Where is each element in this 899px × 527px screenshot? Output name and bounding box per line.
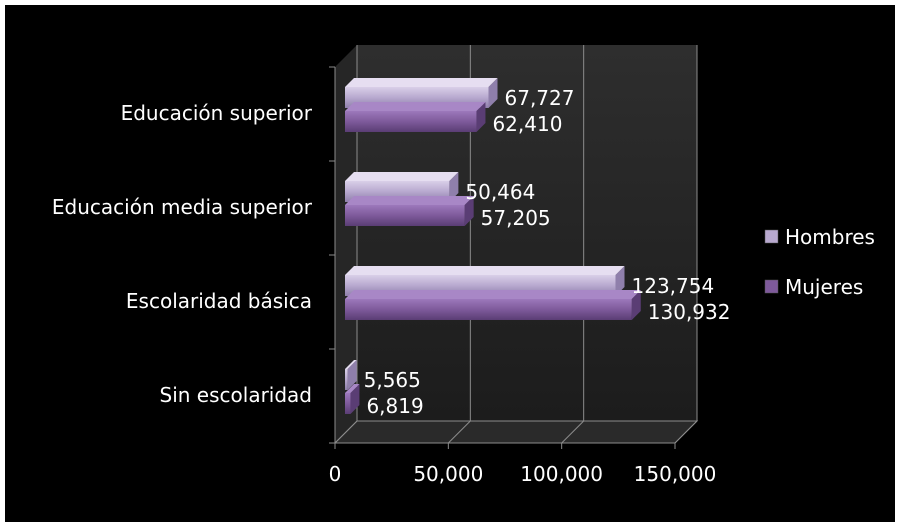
category-label-0: Sin escolaridad — [160, 383, 312, 407]
bar-mujeres-2-top — [345, 196, 474, 205]
bar-hombres-3-side — [488, 78, 498, 108]
plot-side-wall — [335, 45, 357, 443]
legend-label-0: Hombres — [785, 225, 875, 249]
bar-hombres-0 — [345, 369, 348, 390]
value-label-hombres-1: 123,754 — [632, 274, 715, 298]
legend-label-1: Mujeres — [785, 275, 863, 299]
gridline-floor-0 — [334, 420, 358, 444]
bar-hombres-1-side — [615, 266, 625, 296]
bar-chart: 0 50,000 100,000 150,000 Sin escolaridad 5,5… — [52, 45, 875, 486]
bar-hombres-0-top — [345, 360, 357, 369]
value-label-hombres-0: 5,565 — [364, 368, 421, 392]
x-tick-label-3: 150,000 — [634, 462, 717, 486]
x-tick-label-2: 100,000 — [520, 462, 603, 486]
plot-back-wall — [357, 45, 697, 421]
bar-mujeres-3-top — [345, 102, 486, 111]
bar-mujeres-3 — [345, 111, 477, 132]
x-tick-label-0: 0 — [329, 462, 342, 486]
bar-mujeres-1 — [345, 299, 632, 320]
bar-mujeres-2 — [345, 205, 465, 226]
bar-mujeres-0-top — [345, 384, 360, 393]
bar-hombres-1-top — [345, 266, 625, 275]
bar-hombres-2-top — [345, 172, 459, 181]
bar-hombres-2-side — [449, 172, 459, 202]
gridline-floor-2 — [561, 420, 585, 444]
bar-mujeres-3-side — [476, 102, 486, 132]
category-label-1: Escolaridad básica — [126, 289, 312, 313]
category-label-3: Educación superior — [121, 101, 313, 125]
value-label-mujeres-1: 130,932 — [648, 300, 731, 324]
value-label-mujeres-3: 62,410 — [492, 112, 562, 136]
bar-mujeres-0 — [345, 393, 351, 414]
value-label-hombres-2: 50,464 — [465, 180, 535, 204]
gridline-floor-3 — [674, 420, 698, 444]
bar-mujeres-0-side — [350, 384, 360, 414]
bar-mujeres-1-side — [631, 290, 641, 320]
value-label-mujeres-2: 57,205 — [481, 206, 551, 230]
x-tick-label-1: 50,000 — [413, 462, 483, 486]
legend-swatch-0 — [764, 229, 779, 244]
bar-hombres-3-top — [345, 78, 498, 87]
plot-floor — [333, 420, 699, 444]
value-label-mujeres-0: 6,819 — [366, 394, 423, 418]
bar-mujeres-2-side — [464, 196, 474, 226]
category-label-2: Educación media superior — [52, 195, 313, 219]
bar-mujeres-1-top — [345, 290, 641, 299]
value-label-hombres-3: 67,727 — [505, 86, 575, 110]
bar-hombres-0-side — [347, 360, 357, 390]
gridline-floor-1 — [447, 420, 471, 444]
chart-panel: 0 50,000 100,000 150,000 Sin escolaridad 5,5… — [5, 5, 895, 522]
legend-swatch-1 — [764, 279, 779, 294]
